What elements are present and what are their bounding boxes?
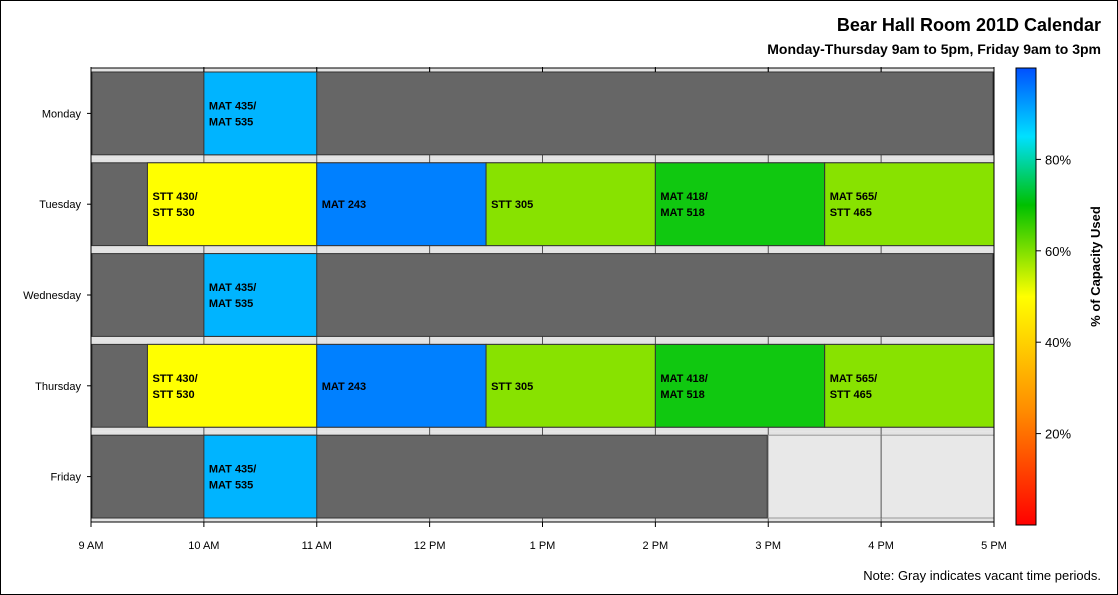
x-tick-label: 3 PM	[755, 540, 781, 552]
booking-label: MAT 518	[660, 389, 704, 401]
booking-label: MAT 243	[322, 199, 366, 211]
colorbar-tick-label: 20%	[1045, 427, 1071, 442]
booking-bar	[146, 343, 318, 428]
booking-bar	[316, 343, 487, 428]
booking-label: MAT 518	[660, 207, 704, 219]
booking-label: MAT 418/	[660, 373, 707, 385]
colorbar-tick-label: 80%	[1045, 152, 1071, 167]
booking-bar	[146, 162, 318, 247]
x-tick-label: 1 PM	[530, 540, 556, 552]
day-label: Wednesday	[23, 290, 81, 302]
booking-label: MAT 435/	[209, 100, 256, 112]
booking-bar	[203, 253, 318, 337]
booking-label: MAT 418/	[660, 191, 707, 203]
booking-bar	[824, 343, 995, 428]
day-label: Thursday	[35, 381, 81, 393]
booking-bar	[316, 162, 487, 247]
day-label: Tuesday	[39, 199, 81, 211]
booking-label: MAT 535	[209, 480, 253, 492]
x-tick-label: 5 PM	[981, 540, 1007, 552]
x-tick-label: 11 AM	[302, 540, 332, 552]
day-label: Friday	[50, 472, 81, 484]
colorbar-title: % of Capacity Used	[1088, 206, 1103, 327]
booking-label: MAT 565/	[830, 191, 877, 203]
booking-label: MAT 535	[209, 116, 253, 128]
booking-label: STT 465	[830, 389, 872, 401]
colorbar-gradient	[1015, 67, 1037, 526]
booking-bar	[203, 434, 318, 519]
booking-label: STT 305	[491, 199, 533, 211]
vacant-block	[91, 434, 768, 519]
booking-bar	[485, 343, 656, 428]
booking-bar	[824, 162, 995, 247]
footnote: Note: Gray indicates vacant time periods…	[863, 568, 1101, 583]
booking-label: STT 465	[830, 207, 872, 219]
booking-label: MAT 535	[209, 298, 253, 310]
x-tick-label: 12 PM	[414, 540, 446, 552]
colorbar: 20% 40% 60% 80% % of Capacity Used	[1015, 67, 1103, 526]
booking-label: STT 530	[152, 207, 194, 219]
x-tick-label: 2 PM	[643, 540, 669, 552]
chart-subtitle: Monday-Thursday 9am to 5pm, Friday 9am t…	[767, 41, 1101, 57]
booking-label: MAT 565/	[830, 373, 877, 385]
chart-title: Bear Hall Room 201D Calendar	[836, 15, 1101, 35]
booking-label: STT 305	[491, 381, 533, 393]
booking-label: MAT 435/	[209, 282, 256, 294]
booking-bar	[654, 343, 826, 428]
colorbar-tick-label: 40%	[1045, 335, 1071, 350]
booking-label: MAT 243	[322, 381, 366, 393]
booking-label: STT 430/	[152, 191, 197, 203]
booking-label: STT 530	[152, 389, 194, 401]
booking-bar	[654, 162, 826, 247]
x-tick-label: 4 PM	[868, 540, 894, 552]
booking-label: STT 430/	[152, 373, 197, 385]
booking-label: MAT 435/	[209, 464, 256, 476]
plot-area: MAT 435/MAT 535 Monday STT 430/STT 530 MAT …	[23, 67, 1007, 552]
x-tick-label: 10 AM	[188, 540, 219, 552]
x-tick-label: 9 AM	[78, 540, 103, 552]
colorbar-tick-label: 60%	[1045, 244, 1071, 259]
booking-bar	[203, 71, 318, 156]
day-label: Monday	[42, 108, 82, 120]
